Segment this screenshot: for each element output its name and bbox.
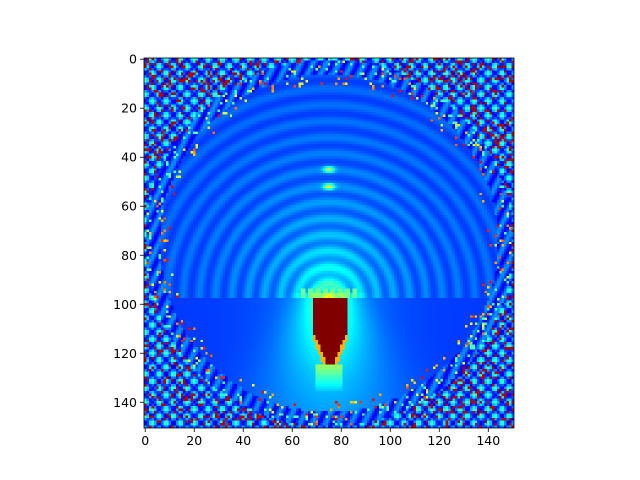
x-tick-label: 80 (333, 433, 349, 448)
y-tick-label: 140 (113, 395, 137, 410)
y-axis-ticks: 0 20 40 60 80 100 120 140 (113, 52, 144, 410)
y-tick-label: 120 (113, 346, 137, 361)
heatmap-image (144, 58, 514, 428)
x-tick-label: 40 (235, 433, 251, 448)
x-tick-label: 0 (141, 433, 149, 448)
axes-frame (143, 57, 515, 429)
x-tick-label: 60 (284, 433, 300, 448)
x-tick-label: 100 (378, 433, 402, 448)
x-tick-label: 20 (186, 433, 202, 448)
y-tick-label: 40 (121, 150, 137, 165)
y-tick-label: 80 (121, 248, 137, 263)
y-tick-label: 60 (121, 199, 137, 214)
y-tick-label: 0 (129, 52, 137, 67)
heatmap-raster (144, 58, 514, 428)
y-tick-label: 20 (121, 101, 137, 116)
x-tick-label: 140 (476, 433, 500, 448)
x-axis-ticks: 0 20 40 60 80 100 120 140 (141, 428, 500, 448)
x-tick-label: 120 (427, 433, 451, 448)
y-tick-label: 100 (113, 297, 137, 312)
